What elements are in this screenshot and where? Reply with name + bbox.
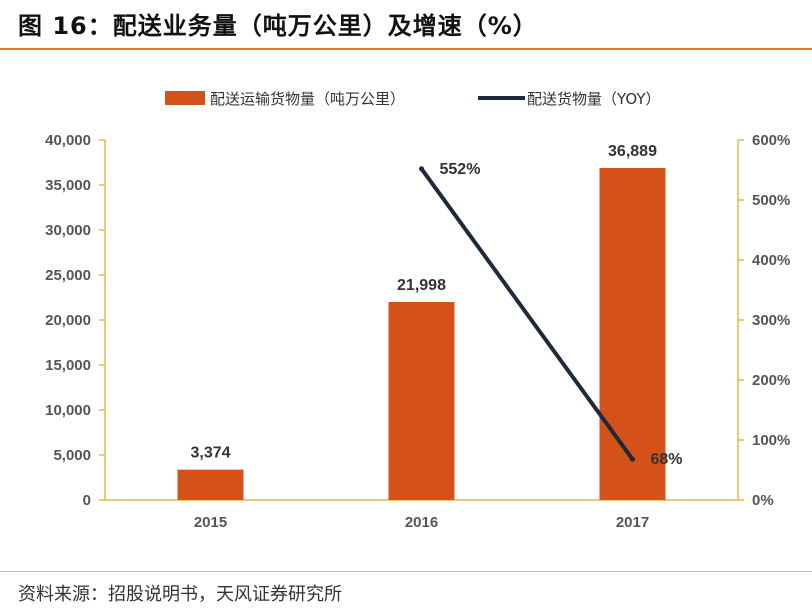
line-series bbox=[419, 166, 635, 462]
figure-title: 图 16：配送业务量（吨万公里）及增速（%） bbox=[18, 12, 538, 40]
title-divider bbox=[0, 48, 812, 50]
left-tick-label: 5,000 bbox=[53, 447, 91, 464]
source-note: 资料来源：招股说明书，天风证券研究所 bbox=[18, 584, 342, 605]
left-tick-label: 25,000 bbox=[45, 267, 91, 284]
right-tick-label: 300% bbox=[752, 312, 790, 329]
right-tick-label: 0% bbox=[752, 492, 774, 509]
legend: 配送运输货物量（吨万公里） 配送货物量（YOY） bbox=[165, 90, 661, 108]
left-tick-label: 15,000 bbox=[45, 357, 91, 374]
bar-value-label: 21,998 bbox=[397, 277, 446, 294]
bar bbox=[177, 469, 244, 500]
left-tick-label: 35,000 bbox=[45, 177, 91, 194]
bar-value-label: 36,889 bbox=[608, 143, 657, 160]
bar-series bbox=[177, 167, 666, 500]
x-tick-label: 2016 bbox=[405, 514, 438, 531]
left-tick-label: 20,000 bbox=[45, 312, 91, 329]
bar bbox=[388, 302, 455, 500]
bar-value-label: 3,374 bbox=[190, 445, 230, 462]
data-labels: 3,374 21,998 36,889 552% 68% bbox=[190, 143, 682, 468]
left-tick-label: 30,000 bbox=[45, 222, 91, 239]
yoy-value-label: 68% bbox=[651, 451, 683, 468]
yoy-line bbox=[419, 166, 635, 462]
right-tick-label: 200% bbox=[752, 372, 790, 389]
left-tick-label: 40,000 bbox=[45, 132, 91, 149]
right-tick-label: 400% bbox=[752, 252, 790, 269]
left-tick-label: 0 bbox=[83, 492, 91, 509]
right-tick-label: 100% bbox=[752, 432, 790, 449]
yoy-point bbox=[419, 166, 424, 172]
x-tick-label: 2017 bbox=[616, 514, 649, 531]
yoy-value-label: 552% bbox=[440, 161, 481, 178]
footer-divider bbox=[0, 571, 812, 572]
bar bbox=[599, 167, 666, 500]
axes: 0 5,000 10,000 15,000 20,000 25,000 30,000 35,0… bbox=[45, 132, 790, 531]
left-tick-label: 10,000 bbox=[45, 402, 91, 419]
legend-bar-label: 配送运输货物量（吨万公里） bbox=[210, 90, 405, 108]
right-tick-label: 600% bbox=[752, 132, 790, 149]
yoy-point bbox=[630, 456, 635, 462]
right-tick-label: 500% bbox=[752, 192, 790, 209]
x-tick-label: 2015 bbox=[194, 514, 227, 531]
legend-line-label: 配送货物量（YOY） bbox=[527, 90, 661, 108]
legend-bar-swatch bbox=[165, 91, 205, 105]
